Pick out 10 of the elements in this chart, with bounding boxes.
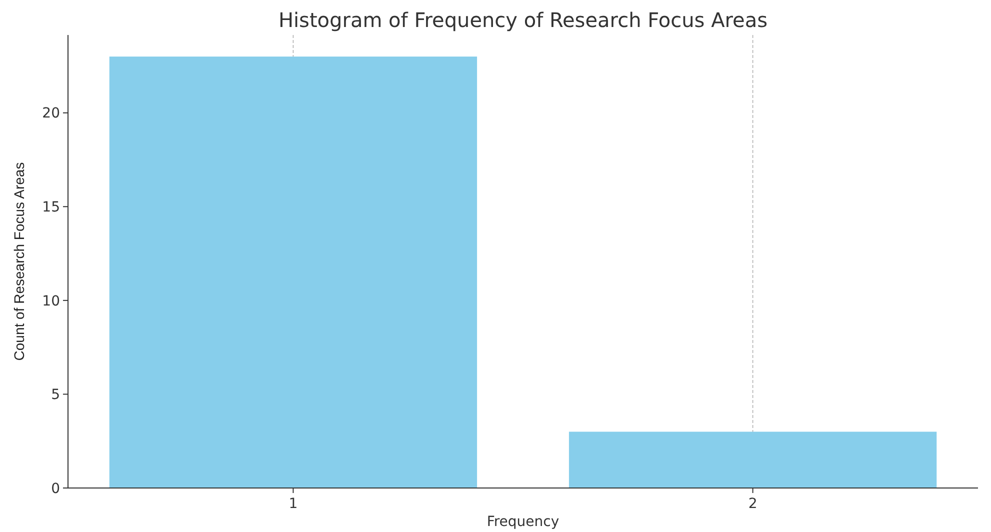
y-tick-label: 0	[51, 480, 60, 497]
y-axis-title: Count of Research Focus Areas	[11, 162, 27, 361]
x-tick-label: 2	[748, 496, 758, 512]
x-tick-label: 1	[288, 496, 298, 512]
y-tick-label: 20	[42, 106, 60, 122]
y-tick-label: 15	[42, 200, 60, 216]
y-tick-label: 5	[51, 387, 60, 404]
x-axis-title: Frequency	[486, 514, 560, 530]
chart-title: Histogram of Frequency of Research Focus Areas	[278, 8, 768, 32]
y-tick-label: 10	[42, 293, 60, 310]
